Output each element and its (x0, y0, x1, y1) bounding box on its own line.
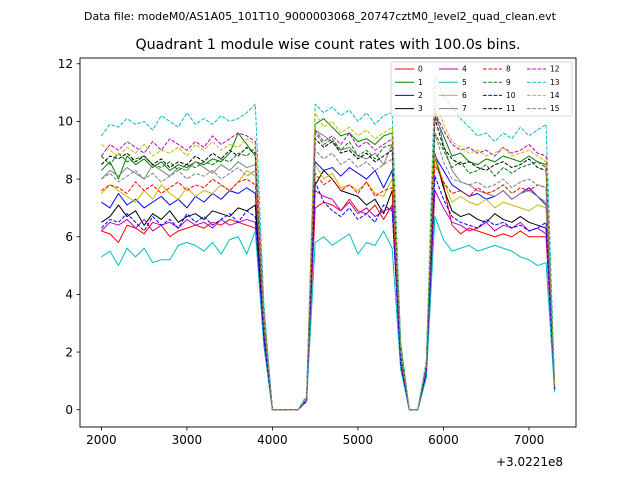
legend-label-7: 7 (462, 104, 467, 113)
series-line-11 (101, 118, 556, 411)
legend-frame (390, 61, 573, 117)
legend-label-1: 1 (418, 78, 423, 87)
y-tick-label: 8 (65, 172, 73, 186)
legend-label-10: 10 (506, 91, 516, 100)
axes-frame (79, 57, 577, 428)
series-line-6 (101, 155, 556, 411)
legend-label-11: 11 (506, 104, 516, 113)
legend-label-6: 6 (462, 91, 467, 100)
legend-label-13: 13 (550, 78, 560, 87)
x-tick-label: 5000 (343, 433, 374, 447)
plot-area (79, 57, 577, 428)
series-line-2 (101, 155, 556, 411)
legend-label-15: 15 (550, 104, 560, 113)
legend-label-12: 12 (550, 65, 560, 74)
legend-label-0: 0 (418, 65, 423, 74)
y-axis-ticks: 0 2 4 6 8 10 12 (58, 57, 80, 417)
series-line-8 (101, 164, 556, 411)
series-line-9 (101, 132, 556, 411)
y-tick-label: 2 (65, 345, 73, 359)
legend-label-14: 14 (550, 91, 560, 100)
series-line-13 (100, 74, 556, 411)
legend-label-5: 5 (462, 78, 467, 87)
y-tick-label: 10 (58, 115, 73, 129)
series-line-14 (101, 97, 556, 411)
series-line-0 (101, 152, 556, 411)
x-tick-label: 7000 (514, 433, 545, 447)
series-line-3 (101, 155, 556, 411)
x-offset-label: +3.0221e8 (496, 455, 563, 469)
series-line-1 (101, 115, 556, 411)
y-tick-label: 12 (58, 57, 73, 71)
legend-label-8: 8 (506, 65, 511, 74)
y-tick-label: 6 (65, 230, 73, 244)
y-tick-label: 0 (65, 403, 73, 417)
legend-label-9: 9 (506, 78, 511, 87)
x-axis-ticks: 2000 3000 4000 5000 6000 7000 (86, 427, 544, 447)
x-tick-label: 2000 (86, 433, 117, 447)
chart-title: Quadrant 1 module wise count rates with … (135, 37, 520, 53)
x-tick-label: 4000 (257, 433, 288, 447)
x-tick-label: 3000 (172, 433, 203, 447)
legend-label-3: 3 (418, 104, 423, 113)
legend-label-2: 2 (418, 91, 423, 100)
figure-suptitle: Data file: modeM0/AS1A05_101T10_90000030… (84, 10, 557, 23)
legend-label-4: 4 (462, 65, 467, 74)
x-tick-label: 6000 (428, 433, 459, 447)
series-line-10 (101, 175, 556, 411)
series-line-15 (101, 132, 556, 411)
series-line-5 (101, 216, 556, 411)
series-layer (100, 74, 556, 411)
series-line-12 (100, 112, 556, 411)
y-tick-label: 4 (65, 288, 73, 302)
